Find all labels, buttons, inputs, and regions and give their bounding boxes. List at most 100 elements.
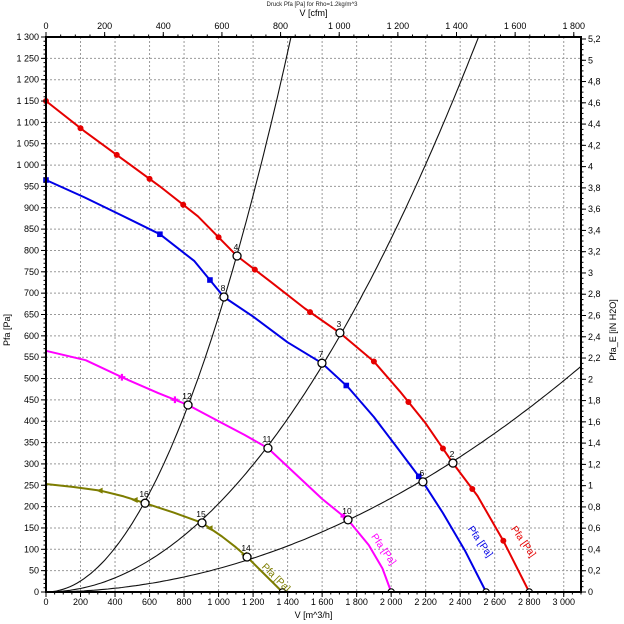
y-axis-tick-label: 800	[24, 245, 39, 255]
y-axis-tick-label: 350	[24, 438, 39, 448]
x-axis-tick-label: 400	[108, 597, 123, 607]
x-axis-tick-label: 0	[43, 597, 48, 607]
right-axis-tick-label: 2,6	[588, 310, 601, 320]
top-axis-tick-label: 600	[214, 21, 229, 31]
curve-name-label: Pfa [Pa]	[508, 524, 538, 560]
top-axis-title: V [cfm]	[299, 8, 327, 18]
operating-point	[448, 458, 458, 468]
gridlines	[46, 37, 581, 592]
system-curve-flat	[46, 365, 582, 593]
y-axis-tick-label: 650	[24, 310, 39, 320]
top-axis-tick-label: 1 600	[504, 21, 527, 31]
right-axis-tick-label: 1,4	[588, 438, 601, 448]
x-axis-tick-label: 1 400	[276, 597, 299, 607]
right-axis-tick-label: 0,6	[588, 523, 601, 533]
right-axis-title: Pfa_E [iN H2O]	[608, 299, 618, 361]
operating-point-label: 3	[337, 319, 342, 329]
top-axis-tick-label: 1 000	[328, 21, 351, 31]
right-axis-tick-label: 1	[588, 481, 593, 491]
y-axis-tick-label: 1 100	[16, 117, 39, 127]
series-marker	[469, 485, 476, 492]
right-axis-tick-label: 1,8	[588, 396, 601, 406]
right-axis-tick-label: 0,2	[588, 566, 601, 576]
right-axis-tick-label: 3	[588, 268, 593, 278]
operating-point-label: 2	[450, 449, 455, 459]
operating-point-label: 7	[319, 349, 324, 359]
y-axis-tick-label: 850	[24, 224, 39, 234]
y-axis-tick-label: 1 050	[16, 139, 39, 149]
right-axis-tick-label: 3,8	[588, 183, 601, 193]
x-axis-tick-label: 2 200	[414, 597, 437, 607]
series-marker	[439, 445, 446, 452]
operating-point-label: 8	[221, 283, 226, 293]
x-axis-tick-label: 1 800	[345, 597, 368, 607]
operating-point-label: 10	[342, 506, 352, 516]
right-axis-tick-label: 4	[588, 162, 593, 172]
right-axis-tick-label: 4,2	[588, 140, 601, 150]
axis-ticks	[41, 32, 586, 597]
top-axis-tick-label: 0	[43, 21, 48, 31]
right-axis-tick-label: 2,8	[588, 289, 601, 299]
top-axis-tick-label: 800	[273, 21, 288, 31]
x-axis-title: V [m^3/h]	[295, 610, 333, 620]
right-axis-tick-label: 4,4	[588, 119, 601, 129]
series-marker	[77, 125, 84, 132]
operating-point-label: 14	[241, 543, 251, 553]
fan-curve-speed-3	[45, 349, 393, 593]
fan-curve-speed-2	[45, 179, 487, 593]
series-marker	[415, 473, 422, 480]
series-marker	[113, 151, 120, 158]
operating-point-label: 16	[139, 489, 149, 499]
fan-curve-speed-max	[45, 100, 531, 593]
right-axis-tick-label: 4,6	[588, 98, 601, 108]
series-marker	[131, 497, 138, 504]
system-curve-steep	[45, 36, 292, 593]
top-axis-tick-label: 1 400	[445, 21, 468, 31]
operating-point	[183, 400, 193, 410]
series-marker	[370, 358, 377, 365]
x-axis-tick-label: 2 400	[449, 597, 472, 607]
series-marker	[251, 266, 258, 273]
series-marker	[343, 382, 350, 389]
operating-point	[263, 443, 273, 453]
right-axis-tick-label: 4,8	[588, 77, 601, 87]
y-axis-tick-label: 950	[24, 181, 39, 191]
operating-point-label: 11	[263, 434, 272, 444]
x-axis-tick-label: 1 000	[207, 597, 230, 607]
y-axis-title: Pfa [Pa]	[2, 314, 12, 346]
series-marker	[146, 175, 153, 182]
y-axis-tick-label: 600	[24, 331, 39, 341]
y-axis-tick-label: 100	[24, 544, 39, 554]
y-axis-tick-label: 150	[24, 523, 39, 533]
operating-point	[242, 552, 252, 562]
series-marker	[157, 231, 163, 238]
right-axis-tick-label: 2,4	[588, 332, 601, 342]
operating-point	[219, 292, 229, 302]
y-axis-tick-label: 450	[24, 395, 39, 405]
right-axis-tick-label: 2	[588, 374, 593, 384]
x-axis-tick-label: 200	[73, 597, 88, 607]
series-marker	[215, 234, 222, 241]
x-axis-tick-label: 600	[142, 597, 157, 607]
series-marker	[96, 487, 103, 494]
series-marker	[405, 399, 412, 406]
y-axis-tick-label: 550	[24, 352, 39, 362]
operating-point	[335, 328, 345, 338]
series-marker	[500, 537, 507, 544]
series-marker	[180, 201, 187, 208]
right-axis-tick-label: 5	[588, 55, 593, 65]
y-axis-tick-label: 50	[29, 566, 39, 576]
top-axis-tick-label: 400	[156, 21, 171, 31]
y-axis-tick-label: 1 250	[16, 53, 39, 63]
y-axis-tick-label: 700	[24, 288, 39, 298]
curve-name-label: Pfa [Pa]	[465, 524, 495, 560]
y-axis-tick-label: 400	[24, 416, 39, 426]
top-axis-tick-label: 1 800	[563, 21, 586, 31]
right-axis-tick-label: 0,4	[588, 544, 601, 554]
operating-point-label: 12	[182, 391, 192, 401]
y-axis-tick-label: 0	[34, 587, 39, 597]
right-axis-tick-label: 0,8	[588, 502, 601, 512]
operating-point-label: 15	[196, 509, 206, 519]
